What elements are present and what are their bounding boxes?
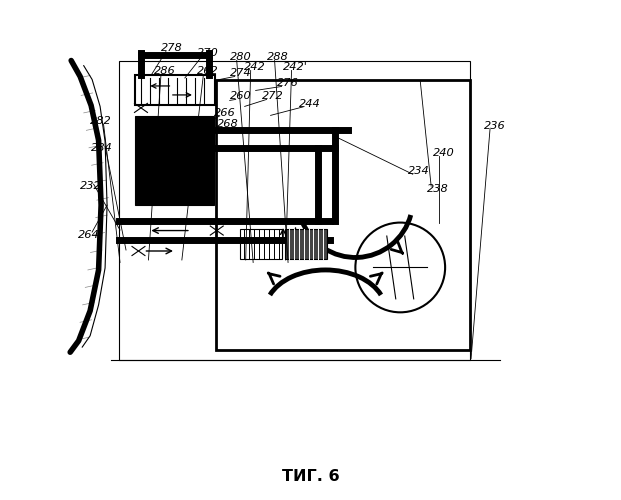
Text: 264: 264 xyxy=(78,230,99,240)
Text: 288: 288 xyxy=(267,52,289,62)
Text: 260: 260 xyxy=(230,92,252,102)
Bar xyxy=(135,76,215,106)
Text: 242': 242' xyxy=(283,62,308,72)
Text: 280: 280 xyxy=(230,52,252,62)
Text: 234: 234 xyxy=(409,166,430,176)
Text: 232: 232 xyxy=(80,181,102,191)
Text: 286: 286 xyxy=(154,66,176,76)
Bar xyxy=(240,229,282,259)
Text: 278: 278 xyxy=(161,43,183,53)
Bar xyxy=(284,229,327,259)
Text: 242: 242 xyxy=(244,62,266,72)
Text: 240: 240 xyxy=(433,148,455,158)
Bar xyxy=(215,80,470,349)
Text: 276: 276 xyxy=(277,78,299,88)
Text: ΤИГ. 6: ΤИГ. 6 xyxy=(282,470,339,484)
Text: 274: 274 xyxy=(230,68,252,78)
Bar xyxy=(119,60,470,360)
Text: 282: 282 xyxy=(90,116,112,126)
Text: 268: 268 xyxy=(217,120,239,130)
Text: 270: 270 xyxy=(197,48,219,58)
Bar xyxy=(135,116,214,205)
Text: 272: 272 xyxy=(262,92,284,102)
Text: 266: 266 xyxy=(214,108,235,118)
Text: 236: 236 xyxy=(484,122,506,132)
Text: 262: 262 xyxy=(197,66,219,76)
Text: 284: 284 xyxy=(91,143,113,153)
Text: 238: 238 xyxy=(427,184,448,194)
Text: 244: 244 xyxy=(299,99,320,109)
